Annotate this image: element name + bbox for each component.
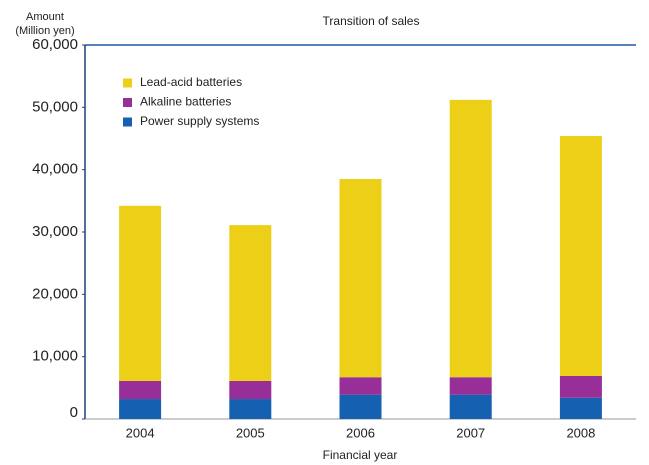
legend-swatch (123, 98, 132, 107)
bar-segment (339, 179, 382, 378)
bar-segment (449, 394, 492, 419)
bar-segment (119, 380, 162, 400)
bar-segment (119, 399, 162, 419)
bar-segment (449, 99, 492, 378)
y-axis-label: Amount (26, 11, 64, 23)
x-tick-label: 2007 (456, 425, 485, 440)
bar-segment (559, 375, 602, 398)
x-tick-label: 2006 (346, 425, 375, 440)
y-tick-label: 10,000 (32, 348, 78, 365)
bar-segment (559, 397, 602, 419)
legend-swatch (123, 117, 132, 127)
y-tick-label: 0 (70, 404, 78, 421)
bar-segment (229, 399, 272, 419)
x-tick-label: 2004 (126, 425, 155, 440)
bar-segment (119, 205, 162, 381)
y-tick-label: 30,000 (32, 223, 78, 240)
bar-segment (229, 380, 272, 400)
x-axis-label: Financial year (323, 448, 398, 462)
bar-segment (339, 377, 382, 395)
y-tick-label: 40,000 (32, 161, 78, 178)
x-tick-label: 2008 (566, 425, 595, 440)
legend-label: Alkaline batteries (140, 95, 231, 109)
legend-label: Power supply systems (140, 114, 259, 128)
bar-segment (559, 136, 602, 376)
y-tick-label: 50,000 (32, 98, 78, 115)
bar-segment (449, 377, 492, 395)
y-axis-label: (Million yen) (15, 25, 74, 37)
legend-label: Lead-acid batteries (140, 75, 242, 89)
x-tick-label: 2005 (236, 425, 265, 440)
bar-segment (339, 394, 382, 419)
chart-title: Transition of sales (323, 14, 420, 28)
y-tick-label: 20,000 (32, 285, 78, 302)
legend-swatch (123, 78, 132, 88)
y-tick-label: 60,000 (32, 36, 78, 53)
bar-segment (229, 225, 272, 381)
